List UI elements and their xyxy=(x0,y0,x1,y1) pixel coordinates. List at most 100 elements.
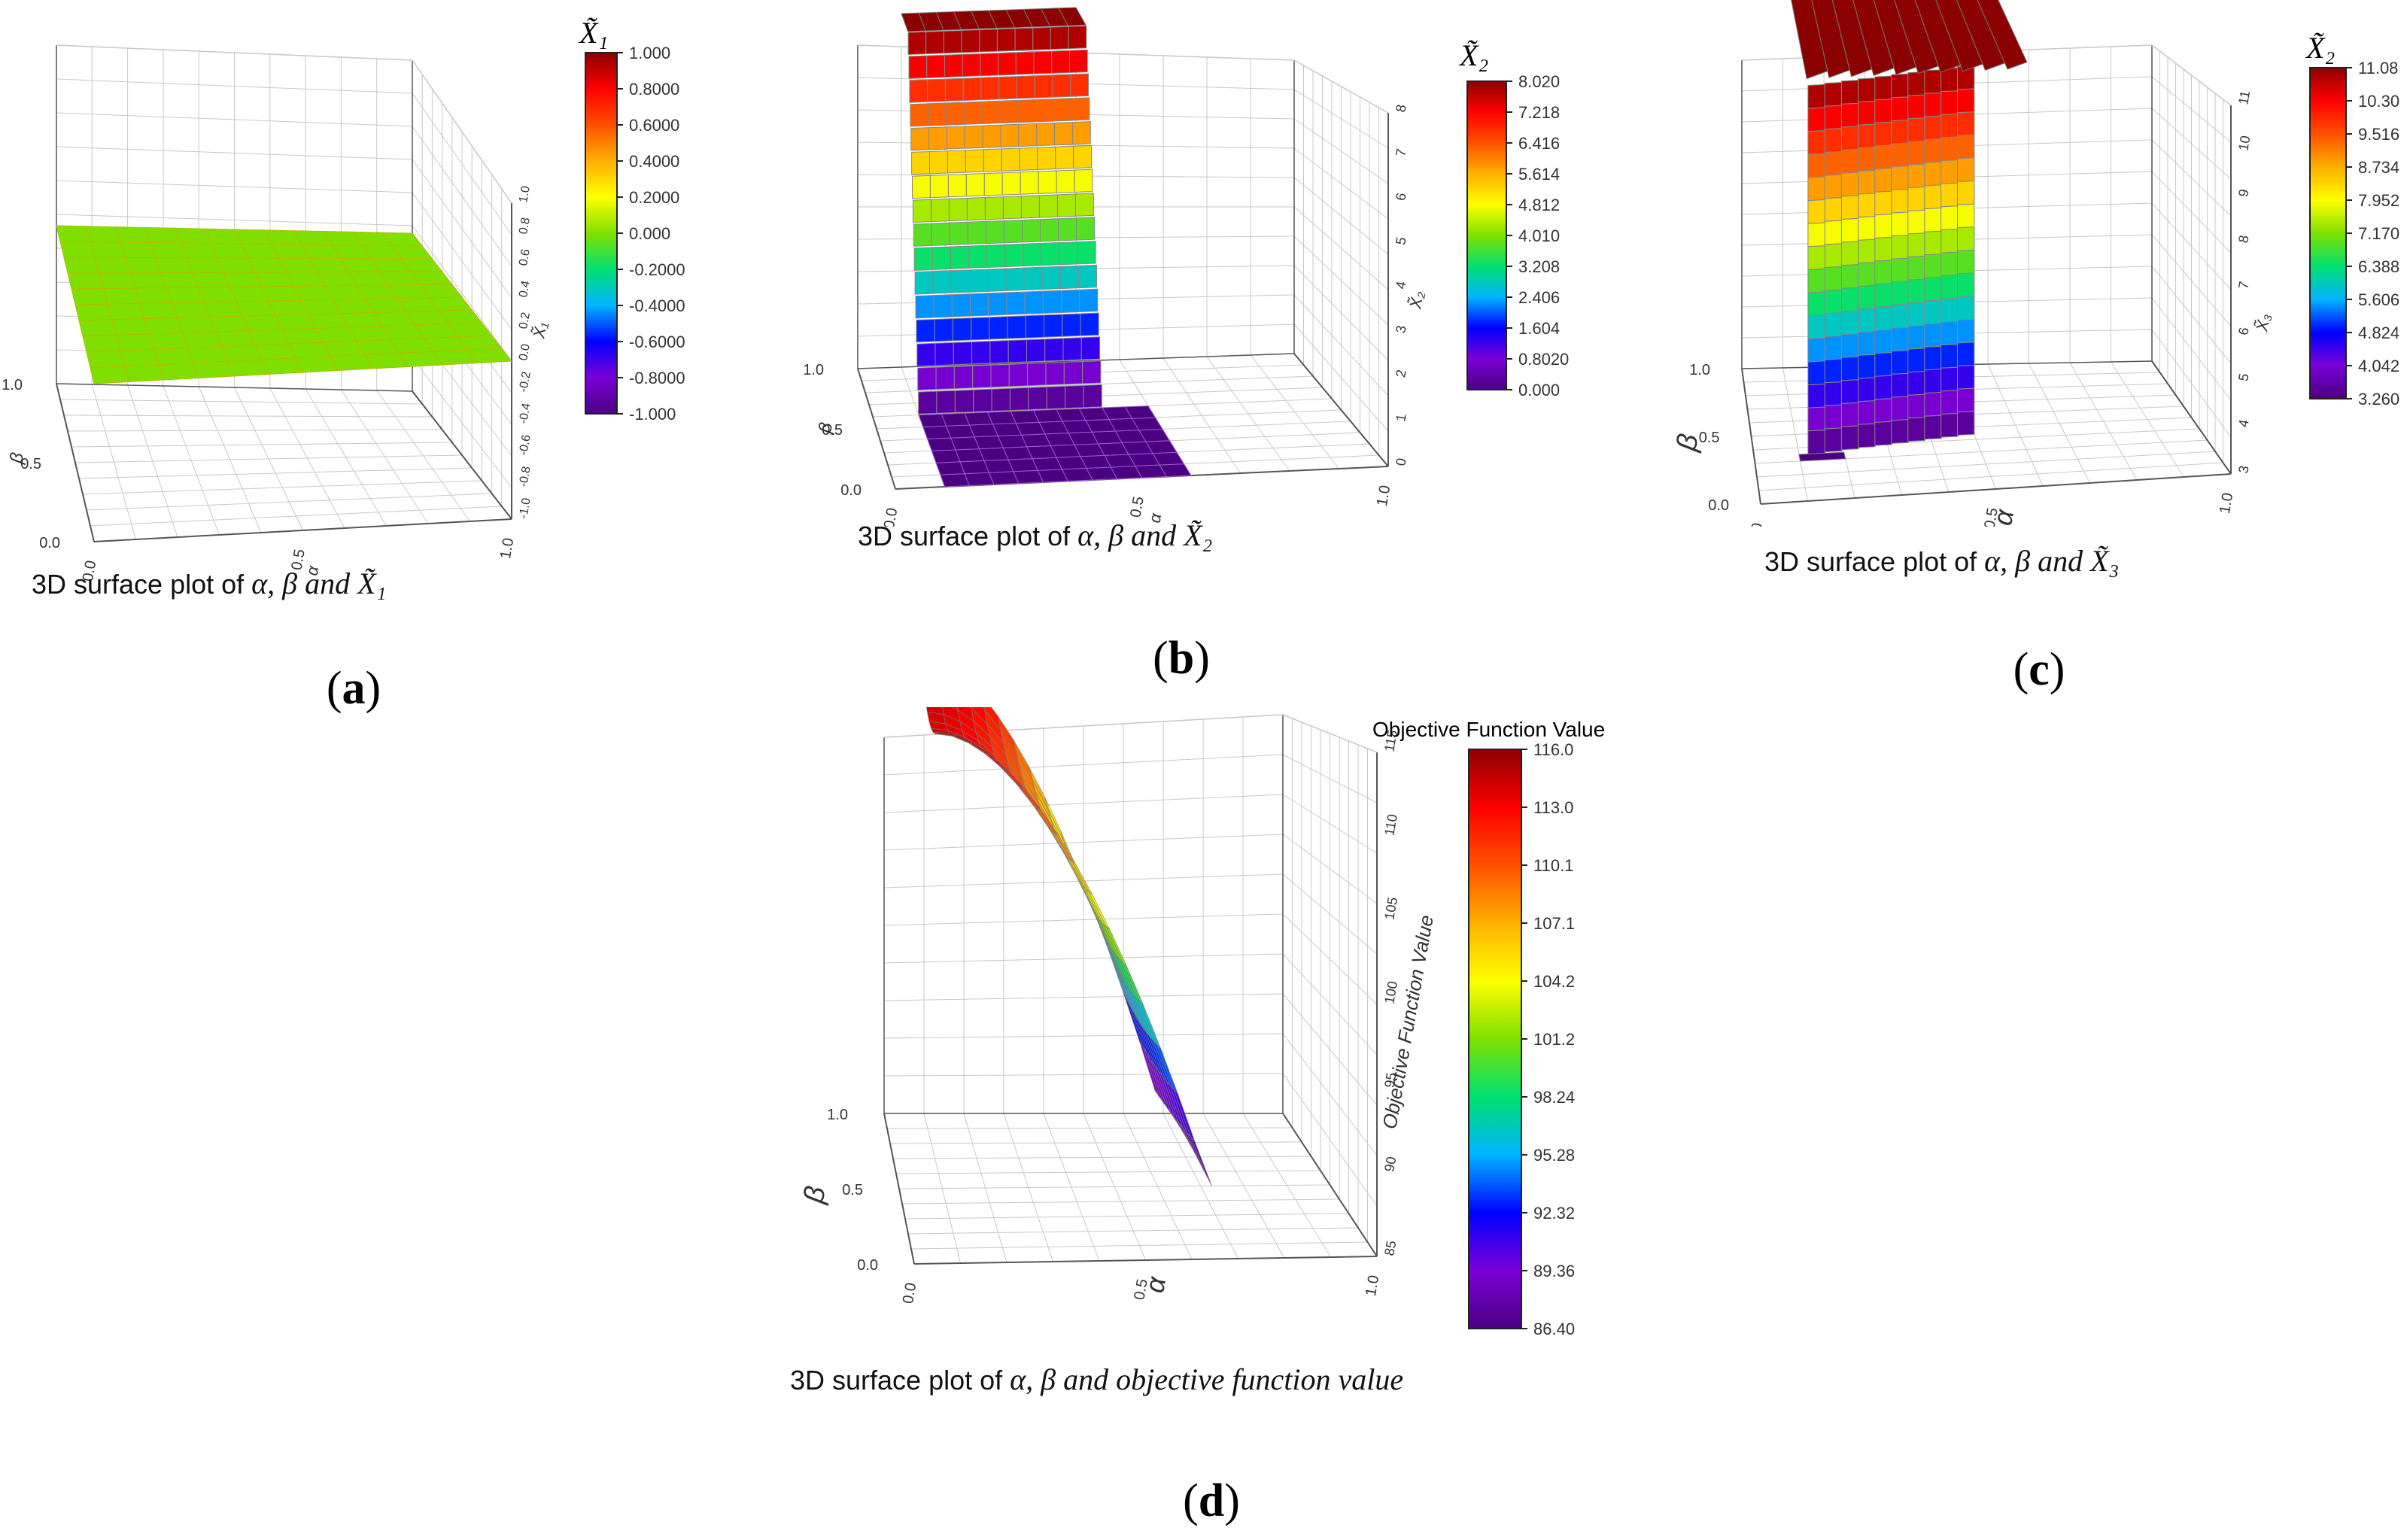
surface-cell-b xyxy=(1002,196,1022,220)
grid-line xyxy=(895,1170,1321,1174)
surface-cell-b xyxy=(1054,121,1073,146)
surface-cell-b xyxy=(931,222,950,246)
z-tick-label: 0.2 xyxy=(517,311,533,330)
colorbar-tick-label: 8.020 xyxy=(1518,72,1560,91)
surface-cell-b xyxy=(998,52,1017,76)
colorbar-tick-label: 6.388 xyxy=(2358,257,2399,276)
surface-cell-b xyxy=(909,79,928,103)
surface-cell-b xyxy=(1041,241,1060,266)
caption-math-a: α, β and X̃₁ xyxy=(251,566,387,600)
surface-cell-c xyxy=(1940,275,1959,299)
surface-cell-c xyxy=(1807,107,1826,132)
surface-cell-b xyxy=(980,53,999,77)
caption-prefix-b: 3D surface plot of xyxy=(858,521,1071,551)
grid-line xyxy=(1282,913,1378,1005)
surface-cell-b xyxy=(1035,99,1054,123)
surface-cell-b xyxy=(1045,361,1065,386)
grid-line xyxy=(1202,1113,1285,1259)
caption-c: 3D surface plot of α, β and X̃₃ xyxy=(1764,543,2119,579)
surface-cell-a xyxy=(67,272,104,290)
surface-cell-b xyxy=(972,364,992,389)
y-axis-line xyxy=(857,368,896,490)
surface-cell-b xyxy=(1062,337,1082,361)
surface-cell-c xyxy=(1840,102,1859,128)
surface-cell-b xyxy=(1057,7,1086,26)
grid-line xyxy=(412,225,512,362)
surface-cell-c xyxy=(1858,354,1876,379)
surface-cell-c xyxy=(1824,404,1843,430)
surface-cell-c xyxy=(1824,150,1843,176)
grid-line xyxy=(56,78,413,94)
colorbar-tick-label: -1.000 xyxy=(629,405,676,424)
surface-cell-b xyxy=(914,271,934,295)
surface-cell-b xyxy=(1018,123,1038,147)
x-axis-line xyxy=(913,1256,1378,1265)
surface-plot-c: 0.00.51.0α0.00.51.0β34567891011X̃₃11.081… xyxy=(1670,0,2399,527)
surface-cell-a xyxy=(111,318,150,336)
surface-cell-b xyxy=(1061,289,1080,314)
colorbar-tick-label: 3.208 xyxy=(1518,257,1560,276)
surface-cell-b xyxy=(1076,217,1096,241)
surface-cell-c xyxy=(1858,77,1876,103)
grid-line xyxy=(2111,361,2184,478)
colorbar-tick-label: 0.000 xyxy=(629,224,670,243)
surface-cell-b xyxy=(1058,217,1077,241)
surface-cell-c xyxy=(1940,113,1959,138)
surface-cell-b xyxy=(932,270,952,294)
grid-line xyxy=(1293,177,1389,255)
surface-cell-c xyxy=(1924,115,1942,141)
surface-cell-c xyxy=(1807,383,1826,409)
z-tick-label: 85 xyxy=(1381,1239,1399,1256)
surface-cell-b xyxy=(998,76,1017,100)
grid-line xyxy=(305,388,387,527)
surface-cell-c xyxy=(1858,193,1876,218)
surface-cell-c xyxy=(1873,0,1917,75)
colorbar-tick-label: 2.406 xyxy=(1518,288,1560,307)
surface-cell-b xyxy=(1077,264,1097,289)
surface-cell-c xyxy=(1840,287,1859,312)
colorbar-tick-label: 0.6000 xyxy=(629,116,679,135)
surface-cell-d xyxy=(1071,861,1093,895)
surface-cell-b xyxy=(986,220,1004,245)
surface-cell-a xyxy=(86,350,126,369)
surface-cell-b xyxy=(1055,145,1074,170)
grid-line xyxy=(883,794,1284,813)
surface-cell-b xyxy=(1004,243,1024,268)
surface-cell-b xyxy=(1004,219,1023,244)
surface-cell-c xyxy=(1957,272,1975,298)
surface-cell-b xyxy=(1007,339,1027,363)
surface-cell-c xyxy=(1874,329,1892,354)
z-tick-label: 1.0 xyxy=(517,185,533,204)
caption-b: 3D surface plot of α, β and X̃₂ xyxy=(858,518,1212,553)
surface-cell-b xyxy=(953,365,974,390)
surface-cell-a xyxy=(90,241,126,258)
surface-cell-c xyxy=(1924,415,1942,440)
surface-cell-c xyxy=(1807,153,1826,178)
surface-cell-d xyxy=(1190,1137,1213,1186)
surface-cell-b xyxy=(1015,51,1035,75)
surface-cell-c xyxy=(1807,130,1826,155)
surface-cell-b xyxy=(935,461,965,475)
grid-line xyxy=(2151,76,2232,143)
surface-cell-b xyxy=(999,99,1019,124)
z-tick-label: -0.6 xyxy=(517,433,533,456)
colorbar-tick-label: 95.28 xyxy=(1533,1146,1575,1165)
z-axis-label: X̃₂ xyxy=(1406,290,1427,311)
colorbar xyxy=(1466,80,1507,390)
surface-cell-c xyxy=(1824,381,1843,406)
x-tick-label: 0.0 xyxy=(881,506,901,527)
x-tick-label: 0.0 xyxy=(1746,521,1766,527)
y-tick-label: 1.0 xyxy=(827,1107,848,1123)
surface-cell-a xyxy=(134,287,173,304)
surface-cell-b xyxy=(963,101,983,125)
x-tick-label: 0.0 xyxy=(900,1281,919,1305)
surface-cell-a xyxy=(59,241,96,258)
axis-edge xyxy=(1293,59,1389,114)
surface-cell-c xyxy=(1907,302,1925,327)
surface-cell-a xyxy=(166,287,205,304)
surface-cell-c xyxy=(1791,0,1828,80)
surface-cell-b xyxy=(944,53,963,78)
surface-cell-c xyxy=(1957,318,1975,344)
surface-cell-b xyxy=(1008,363,1029,387)
surface-cell-c xyxy=(1924,230,1942,256)
